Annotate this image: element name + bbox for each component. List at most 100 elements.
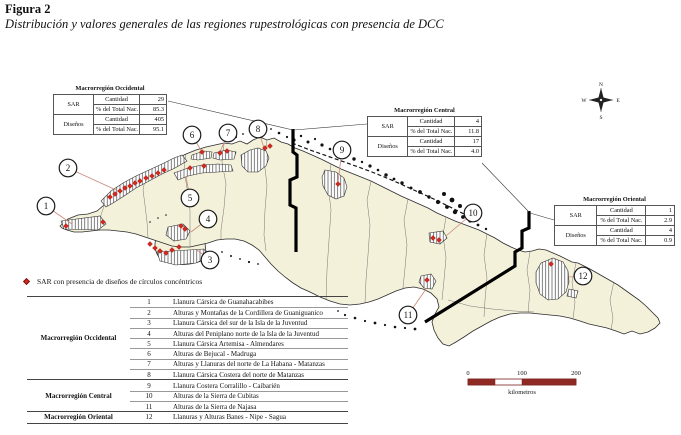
compass-s: S <box>599 115 602 121</box>
compass-e: E <box>616 98 620 104</box>
stats-table-oriental: Macrorregión Oriental SAR Cantidad 1 % d… <box>553 196 675 247</box>
region-number: 7 <box>147 360 151 369</box>
region-marker-number: 11 <box>404 310 413 320</box>
region-row: 6 Alturas de Bejucal - Madruga <box>130 348 348 358</box>
region-number: 3 <box>147 319 151 328</box>
region-row: 3 Llanura Cársica del sur de la Isla de l… <box>130 317 348 328</box>
stats-value: 405 <box>139 114 167 126</box>
macro-region-label: Macrorregión Oriental <box>44 413 113 422</box>
region-3-isla-sur <box>156 248 209 266</box>
stats-row-label-sar: SAR <box>53 94 94 116</box>
stats-metric-label: Cantidad <box>93 94 140 106</box>
stats-value: 29 <box>139 94 167 106</box>
sar-dot <box>548 261 554 267</box>
scale-tick-0: 0 <box>466 370 469 377</box>
region-name: Alturas de la Sierra de Cubitas <box>173 392 259 401</box>
sar-dot <box>155 170 161 176</box>
sar-dot <box>152 245 158 251</box>
region-name: Llanura Costera Corralillo - Caibarién <box>173 381 280 390</box>
scale-tick-100: 100 <box>517 370 527 377</box>
macro-region-boundaries <box>288 129 531 324</box>
sar-dot <box>161 167 167 173</box>
region-number: 8 <box>147 370 151 379</box>
stats-row-label-disenos: Diseños <box>53 114 94 136</box>
sar-dot <box>182 226 188 232</box>
scale-unit: kilometros <box>508 389 536 396</box>
region-12-banes-nipe-sagua <box>535 257 570 301</box>
region-row: 11 Alturas de la Sierra de Najasa <box>130 400 348 411</box>
region-8-costera-matanzas <box>240 147 270 173</box>
stats-value: 85.3 <box>139 104 167 116</box>
region-name: Llanura Cársica de Guanahacabibes <box>173 298 274 307</box>
sar-dot <box>178 223 184 229</box>
stats-value: 11.8 <box>453 126 483 138</box>
region-6-bejucal-madruga <box>190 150 213 161</box>
stats-row-label-sar: SAR <box>553 205 598 227</box>
sar-dot-icon <box>22 277 31 286</box>
sar-dot <box>201 163 207 169</box>
region-row: 8 Llanura Cársica Costera del norte de Ma… <box>130 369 348 379</box>
region-12-banes-annex <box>566 288 579 299</box>
compass-rose: N E S W <box>581 82 620 121</box>
region-row: 5 Llanura Cársica Artemisa - Almendares <box>130 338 348 348</box>
region-name: Alturas y Llanuras del norte de La Haban… <box>173 360 325 369</box>
region-marker-number: 5 <box>188 193 193 203</box>
map-legend: SAR con presencia de diseños de círculos… <box>22 277 203 286</box>
stats-table-title: Macrorregión Oriental <box>583 196 646 203</box>
region-name: Alturas de Bejucal - Madruga <box>173 350 257 359</box>
sar-dot <box>132 180 138 186</box>
sar-dot <box>187 165 193 171</box>
sar-dot <box>436 237 442 243</box>
compass-n: N <box>599 82 603 88</box>
sar-dot <box>137 178 143 184</box>
region-marker-7: 7 <box>218 123 238 153</box>
region-marker-number: 3 <box>208 255 213 265</box>
region-marker-4: 4 <box>190 209 218 233</box>
region-marker-6: 6 <box>182 125 203 153</box>
region-marker-number: 6 <box>190 130 195 140</box>
north-coast-texture <box>291 142 473 219</box>
sar-dot <box>100 219 106 225</box>
stats-metric-label: % del Total Nac. <box>93 124 140 136</box>
region-number: 4 <box>147 329 151 338</box>
sar-dot <box>267 143 273 149</box>
region-name: Llanura Cársica Artemisa - Almendares <box>173 339 284 348</box>
stats-value: 1 <box>645 205 675 217</box>
regions-table-group: Macrorregión Occidental 1 Llanura Cársica … <box>27 296 348 379</box>
region-10-cubitas <box>428 230 448 245</box>
legend-label: SAR con presencia de diseños de círculos… <box>37 277 203 286</box>
stats-metric-label: % del Total Nac. <box>407 146 455 158</box>
stats-row-label-disenos: Diseños <box>553 225 598 247</box>
sar-dot <box>224 148 230 154</box>
region-9-corralillo-caibarien <box>321 169 348 200</box>
stats-value: 0.9 <box>645 235 675 247</box>
sar-dot <box>262 145 268 151</box>
region-marker-number: 4 <box>206 214 211 224</box>
region-number: 10 <box>145 392 153 401</box>
stats-value: 4 <box>453 116 483 128</box>
sar-dot <box>217 150 223 156</box>
sar-dot <box>157 248 163 254</box>
region-name: Alturas del Peniplano norte de la Isla d… <box>173 329 319 338</box>
region-marker-5: 5 <box>180 176 200 208</box>
region-row: 2 Alturas y Montañas de la Cordillera de … <box>130 307 348 317</box>
region-number: 1 <box>147 298 151 307</box>
stats-table-title: Macrorregión Central <box>394 107 455 114</box>
scale-bar: 0 100 200 kilometros <box>466 370 581 396</box>
region-marker-number: 2 <box>66 163 71 173</box>
region-marker-number: 7 <box>226 128 231 138</box>
region-marker-number: 1 <box>44 201 49 211</box>
sar-dot <box>424 277 430 283</box>
sar-dot <box>149 173 155 179</box>
stats-metric-label: Cantidad <box>407 136 455 148</box>
region-marker-8: 8 <box>248 119 268 149</box>
macro-region-label: Macrorregión Central <box>45 391 112 400</box>
compass-w: W <box>581 98 587 104</box>
region-marker-3: 3 <box>196 249 220 270</box>
region-name: Alturas y Montañas de la Cordillera de G… <box>173 308 323 317</box>
stats-metric-label: % del Total Nac. <box>596 215 647 227</box>
boundary-occidental-central <box>288 129 299 252</box>
sar-dot <box>143 175 149 181</box>
